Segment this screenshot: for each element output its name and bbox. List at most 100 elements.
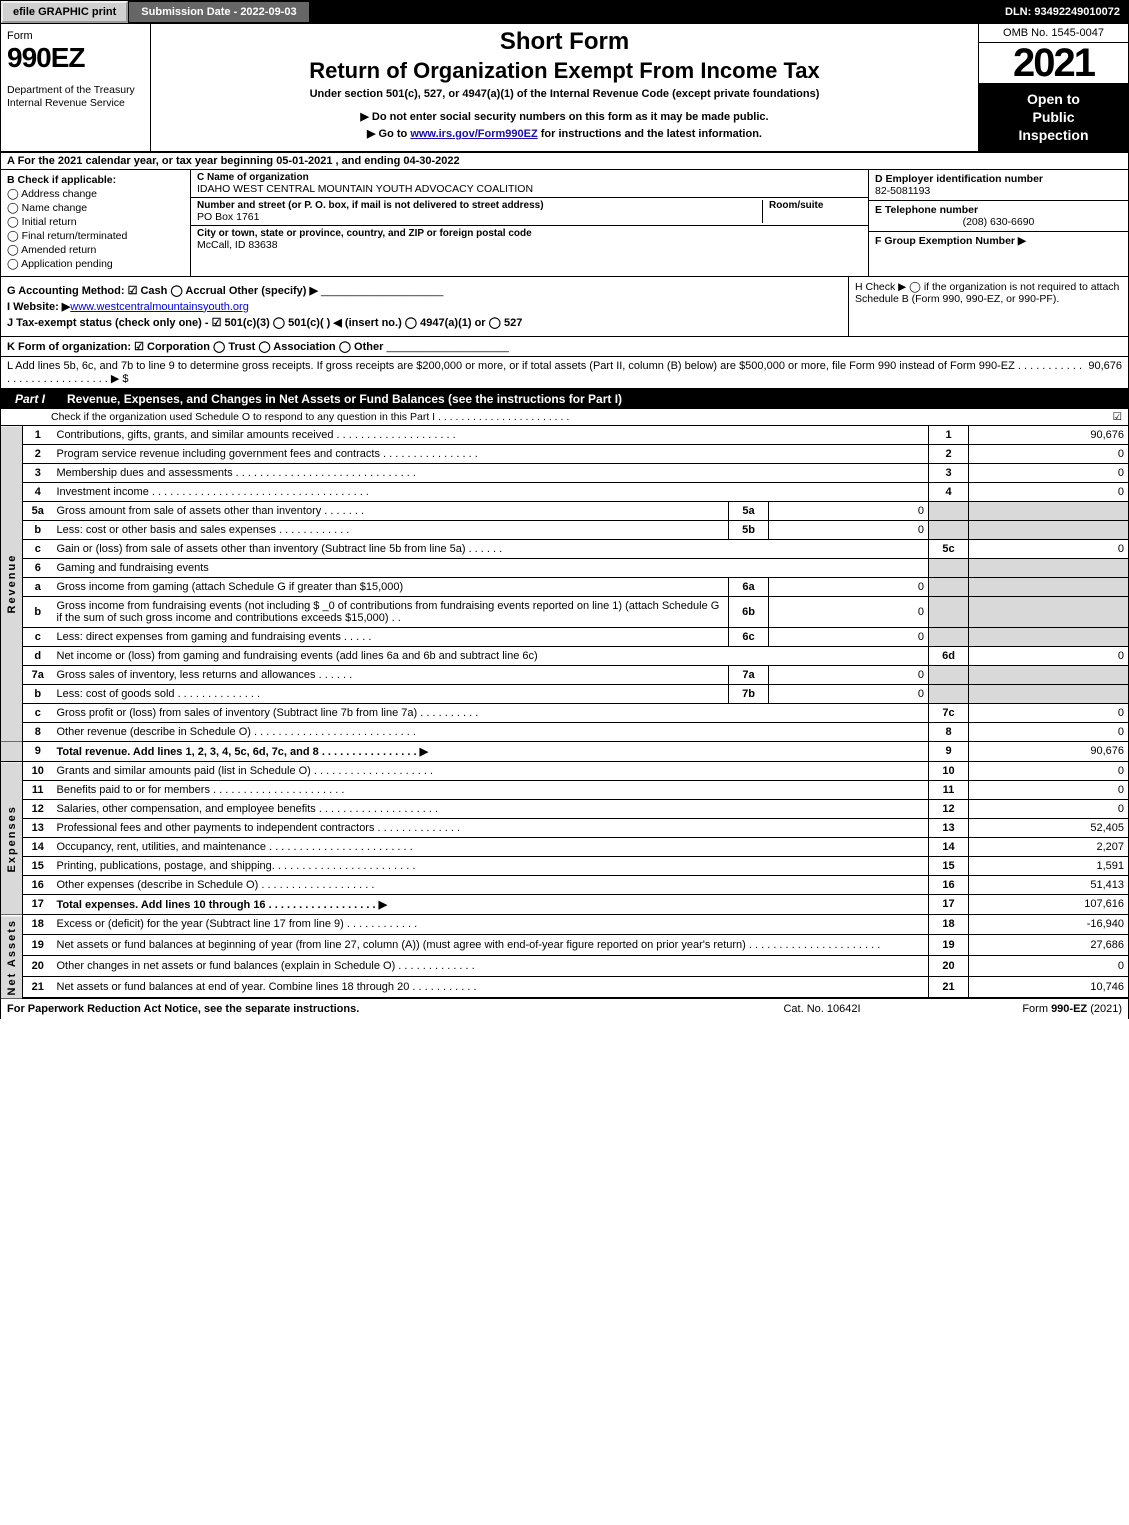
- ln-6a-desc: Gross income from gaming (attach Schedul…: [53, 577, 729, 596]
- meta-left: G Accounting Method: ☑ Cash ◯ Accrual Ot…: [1, 277, 848, 336]
- check-final-return[interactable]: ◯ Final return/terminated: [7, 230, 184, 242]
- table-row: d Net income or (loss) from gaming and f…: [1, 646, 1129, 665]
- ln-13-box: 13: [929, 818, 969, 837]
- part-1-label: Part I: [1, 389, 59, 409]
- ln-7a-desc: Gross sales of inventory, less returns a…: [53, 665, 729, 684]
- ln-18-num: 18: [23, 915, 53, 935]
- check-amended-return-label: Amended return: [21, 244, 96, 256]
- ln-6-bval: [969, 558, 1129, 577]
- ln-7b-desc: Less: cost of goods sold . . . . . . . .…: [53, 684, 729, 703]
- ln-5c-val: 0: [969, 539, 1129, 558]
- ln-9-desc: Total revenue. Add lines 1, 2, 3, 4, 5c,…: [53, 741, 929, 761]
- form-header: Form 990EZ Department of the Treasury In…: [0, 24, 1129, 153]
- ln-19-box: 19: [929, 935, 969, 956]
- return-title: Return of Organization Exempt From Incom…: [161, 58, 968, 84]
- efile-print-button[interactable]: efile GRAPHIC print: [1, 1, 128, 23]
- top-bar: efile GRAPHIC print Submission Date - 20…: [0, 0, 1129, 24]
- table-row: Expenses 10 Grants and similar amounts p…: [1, 762, 1129, 781]
- ln-12-num: 12: [23, 799, 53, 818]
- column-d: D Employer identification number 82-5081…: [868, 170, 1128, 276]
- table-row: 20 Other changes in net assets or fund b…: [1, 956, 1129, 977]
- ln-10-desc: Grants and similar amounts paid (list in…: [53, 762, 929, 781]
- table-row: b Less: cost of goods sold . . . . . . .…: [1, 684, 1129, 703]
- ln-1-val: 90,676: [969, 426, 1129, 445]
- table-row: 13 Professional fees and other payments …: [1, 818, 1129, 837]
- ln-6a-bval: [969, 577, 1129, 596]
- ln-20-box: 20: [929, 956, 969, 977]
- ln-6b-desc: Gross income from fundraising events (no…: [53, 596, 729, 627]
- section-bcd: B Check if applicable: ◯ Address change …: [0, 170, 1129, 277]
- table-row: 6 Gaming and fundraising events: [1, 558, 1129, 577]
- check-amended-return[interactable]: ◯ Amended return: [7, 244, 184, 256]
- ln-3-desc: Membership dues and assessments . . . . …: [53, 463, 929, 482]
- table-row: b Less: cost or other basis and sales ex…: [1, 520, 1129, 539]
- meta-block: G Accounting Method: ☑ Cash ◯ Accrual Ot…: [0, 277, 1129, 337]
- line-i-pre: I Website: ▶: [7, 301, 70, 313]
- ln-15-box: 15: [929, 856, 969, 875]
- city-row: City or town, state or province, country…: [191, 226, 868, 253]
- ln-19-val: 27,686: [969, 935, 1129, 956]
- ln-3-num: 3: [23, 463, 53, 482]
- check-address-change[interactable]: ◯ Address change: [7, 188, 184, 200]
- table-row: 19 Net assets or fund balances at beginn…: [1, 935, 1129, 956]
- header-mid: Short Form Return of Organization Exempt…: [151, 24, 978, 151]
- table-row: c Gain or (loss) from sale of assets oth…: [1, 539, 1129, 558]
- irs-link[interactable]: www.irs.gov/Form990EZ: [410, 128, 537, 140]
- ln-6c-bval: [969, 627, 1129, 646]
- table-row: a Gross income from gaming (attach Sched…: [1, 577, 1129, 596]
- ein-label: D Employer identification number: [875, 173, 1122, 185]
- ln-6a-num: a: [23, 577, 53, 596]
- top-spacer: [310, 1, 997, 23]
- ln-2-val: 0: [969, 444, 1129, 463]
- short-form-title: Short Form: [161, 28, 968, 56]
- ln-7a-box: [929, 665, 969, 684]
- line-k: K Form of organization: ☑ Corporation ◯ …: [0, 337, 1129, 357]
- check-initial-return[interactable]: ◯ Initial return: [7, 216, 184, 228]
- address-value: PO Box 1761: [197, 211, 762, 223]
- line-j: J Tax-exempt status (check only one) - ☑…: [7, 316, 842, 329]
- netassets-table: Net Assets 18 Excess or (deficit) for th…: [0, 915, 1129, 999]
- ln-6d-desc: Net income or (loss) from gaming and fun…: [53, 646, 929, 665]
- table-row: 12 Salaries, other compensation, and emp…: [1, 799, 1129, 818]
- ln-14-num: 14: [23, 837, 53, 856]
- table-row: 8 Other revenue (describe in Schedule O)…: [1, 722, 1129, 741]
- page-footer: For Paperwork Reduction Act Notice, see …: [0, 999, 1129, 1019]
- table-row: 14 Occupancy, rent, utilities, and maint…: [1, 837, 1129, 856]
- ln-5b-num: b: [23, 520, 53, 539]
- line-h: H Check ▶ ◯ if the organization is not r…: [848, 277, 1128, 336]
- website-link[interactable]: www.westcentralmountainsyouth.org: [70, 301, 249, 313]
- ln-6a-box: [929, 577, 969, 596]
- city-label: City or town, state or province, country…: [197, 228, 862, 239]
- telephone-block: E Telephone number (208) 630-6690: [869, 201, 1128, 232]
- line-l-text: L Add lines 5b, 6c, and 7b to line 9 to …: [7, 360, 1082, 385]
- ln-7b-num: b: [23, 684, 53, 703]
- ln-19-desc: Net assets or fund balances at beginning…: [53, 935, 929, 956]
- ln-2-desc: Program service revenue including govern…: [53, 444, 929, 463]
- header-right: OMB No. 1545-0047 2021 Open to Public In…: [978, 24, 1128, 151]
- ln-20-desc: Other changes in net assets or fund bala…: [53, 956, 929, 977]
- ln-21-box: 21: [929, 977, 969, 998]
- check-address-change-label: Address change: [21, 188, 97, 200]
- check-name-change[interactable]: ◯ Name change: [7, 202, 184, 214]
- ln-1-box: 1: [929, 426, 969, 445]
- table-row: 11 Benefits paid to or for members . . .…: [1, 780, 1129, 799]
- ln-6c-num: c: [23, 627, 53, 646]
- check-application-pending[interactable]: ◯ Application pending: [7, 258, 184, 270]
- line-g-text: G Accounting Method: ☑ Cash ◯ Accrual Ot…: [7, 285, 318, 297]
- open-line3: Inspection: [983, 126, 1124, 144]
- ln-6c-box: [929, 627, 969, 646]
- ln-7a-num: 7a: [23, 665, 53, 684]
- city-value: McCall, ID 83638: [197, 239, 862, 251]
- bullet-goto: ▶ Go to www.irs.gov/Form990EZ for instru…: [161, 127, 968, 140]
- ln-6a-sub: 6a: [729, 577, 769, 596]
- footer-right-post: (2021): [1087, 1003, 1122, 1015]
- footer-left: For Paperwork Reduction Act Notice, see …: [7, 1003, 722, 1015]
- expenses-table: Expenses 10 Grants and similar amounts p…: [0, 762, 1129, 915]
- ln-10-num: 10: [23, 762, 53, 781]
- ln-17-desc: Total expenses. Add lines 10 through 16 …: [53, 894, 929, 914]
- column-b: B Check if applicable: ◯ Address change …: [1, 170, 191, 276]
- check-initial-return-label: Initial return: [22, 216, 77, 228]
- ln-20-val: 0: [969, 956, 1129, 977]
- ln-2-num: 2: [23, 444, 53, 463]
- ln-5a-sub: 5a: [729, 501, 769, 520]
